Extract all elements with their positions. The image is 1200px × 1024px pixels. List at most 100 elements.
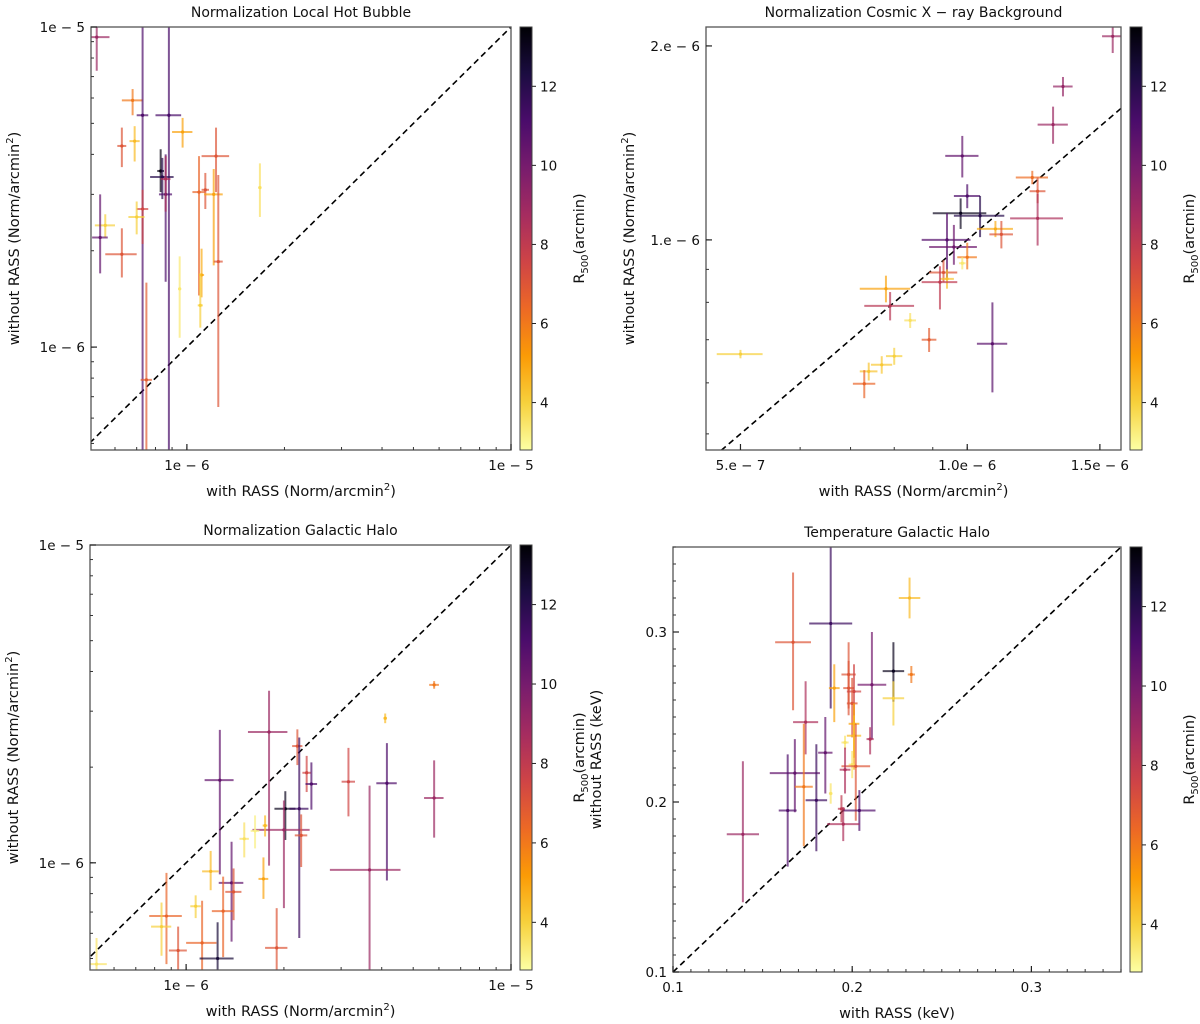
- data-point: [939, 269, 954, 289]
- reference-line-y-equals-x: [673, 547, 1121, 972]
- marker: [367, 868, 372, 872]
- marker: [927, 338, 931, 342]
- data-point: [424, 760, 444, 838]
- colorbar-tick-label: 4: [1150, 917, 1159, 933]
- colorbar-tick-label: 10: [1150, 679, 1167, 695]
- marker: [159, 924, 164, 929]
- plot-frame: [672, 546, 1122, 973]
- data-point: [769, 739, 820, 813]
- data-point: [841, 723, 871, 821]
- data-points: [91, 27, 262, 450]
- data-point: [859, 362, 878, 381]
- marker: [832, 686, 836, 690]
- data-point: [907, 666, 915, 683]
- marker: [862, 382, 866, 386]
- marker: [802, 785, 806, 789]
- colorbar-gradient: [520, 545, 532, 970]
- marker: [309, 782, 313, 786]
- marker: [346, 780, 351, 784]
- x-tick-label: 0.3: [1021, 980, 1042, 996]
- marker: [1036, 216, 1040, 220]
- marker: [791, 640, 795, 644]
- data-point: [250, 815, 260, 849]
- marker: [867, 369, 871, 374]
- marker: [823, 751, 827, 755]
- subplot-4: Temperature Galactic Halo 0.1 0.2 0.3 0.1 0.2…: [589, 525, 1200, 1022]
- data-point: [778, 754, 797, 867]
- data-point: [859, 275, 911, 303]
- chart-title: Temperature Galactic Halo: [803, 525, 990, 541]
- x-tick-label: 1e − 5: [488, 978, 533, 994]
- data-point: [90, 938, 107, 970]
- data-point: [92, 194, 108, 274]
- colorbar-tick-label: 12: [540, 79, 557, 95]
- marker: [103, 223, 107, 227]
- data-point: [178, 256, 182, 338]
- y-axis-label: without RASS (Norm/arcmin2): [5, 132, 23, 346]
- data-point: [211, 876, 234, 958]
- data-point: [953, 195, 1005, 238]
- marker: [959, 211, 963, 215]
- marker: [299, 833, 303, 837]
- marker: [741, 832, 745, 836]
- marker: [965, 194, 969, 198]
- marker: [738, 352, 743, 356]
- data-point: [140, 282, 152, 450]
- data-point: [199, 922, 234, 970]
- data-points: [726, 547, 921, 903]
- data-point: [864, 292, 915, 321]
- data-point: [121, 89, 143, 116]
- marker: [133, 139, 137, 143]
- data-point: [265, 908, 288, 970]
- marker: [841, 822, 845, 826]
- data-point: [885, 347, 903, 365]
- colorbar-label: R500(arcmin): [1182, 193, 1200, 283]
- marker: [888, 304, 892, 308]
- marker: [829, 621, 833, 626]
- marker: [200, 941, 204, 945]
- marker: [305, 771, 309, 775]
- colorbar-tick-label: 12: [1150, 79, 1167, 95]
- marker: [194, 904, 198, 908]
- marker: [804, 720, 808, 724]
- subplot-2: Normalization Cosmic X − ray Background 5…: [620, 5, 1200, 500]
- data-point: [201, 127, 230, 193]
- marker: [945, 277, 949, 281]
- y-tick-label: 1e − 6: [40, 340, 85, 356]
- data-point: [155, 27, 182, 450]
- colorbar-tick-label: 6: [540, 836, 549, 852]
- data-points: [90, 681, 444, 970]
- data-point: [827, 807, 860, 842]
- data-point: [904, 313, 916, 328]
- marker: [197, 190, 201, 194]
- marker: [140, 113, 145, 117]
- marker: [854, 764, 858, 768]
- colorbar-label: R500(arcmin): [572, 193, 591, 283]
- marker: [385, 781, 389, 785]
- data-point: [262, 815, 268, 837]
- colorbar-tick-label: 6: [1150, 316, 1159, 332]
- colorbar-gradient: [1130, 547, 1142, 972]
- colorbar-gradient: [1130, 27, 1142, 450]
- chart-title: Normalization Local Hot Bubble: [191, 5, 411, 21]
- marker: [829, 791, 833, 796]
- data-point: [794, 723, 813, 847]
- x-tick-label: 1e − 6: [163, 978, 208, 994]
- data-point: [809, 547, 853, 709]
- marker: [144, 378, 148, 382]
- colorbar-tick-label: 12: [540, 598, 557, 614]
- colorbar-tick-label: 10: [540, 677, 557, 693]
- marker: [432, 796, 436, 800]
- marker: [164, 914, 169, 918]
- data-point: [957, 242, 977, 270]
- marker: [216, 956, 220, 961]
- data-point: [828, 783, 833, 804]
- data-point: [945, 135, 979, 178]
- data-point: [383, 713, 387, 724]
- marker: [275, 946, 279, 950]
- marker: [870, 683, 874, 687]
- marker: [178, 287, 182, 291]
- marker: [891, 669, 896, 673]
